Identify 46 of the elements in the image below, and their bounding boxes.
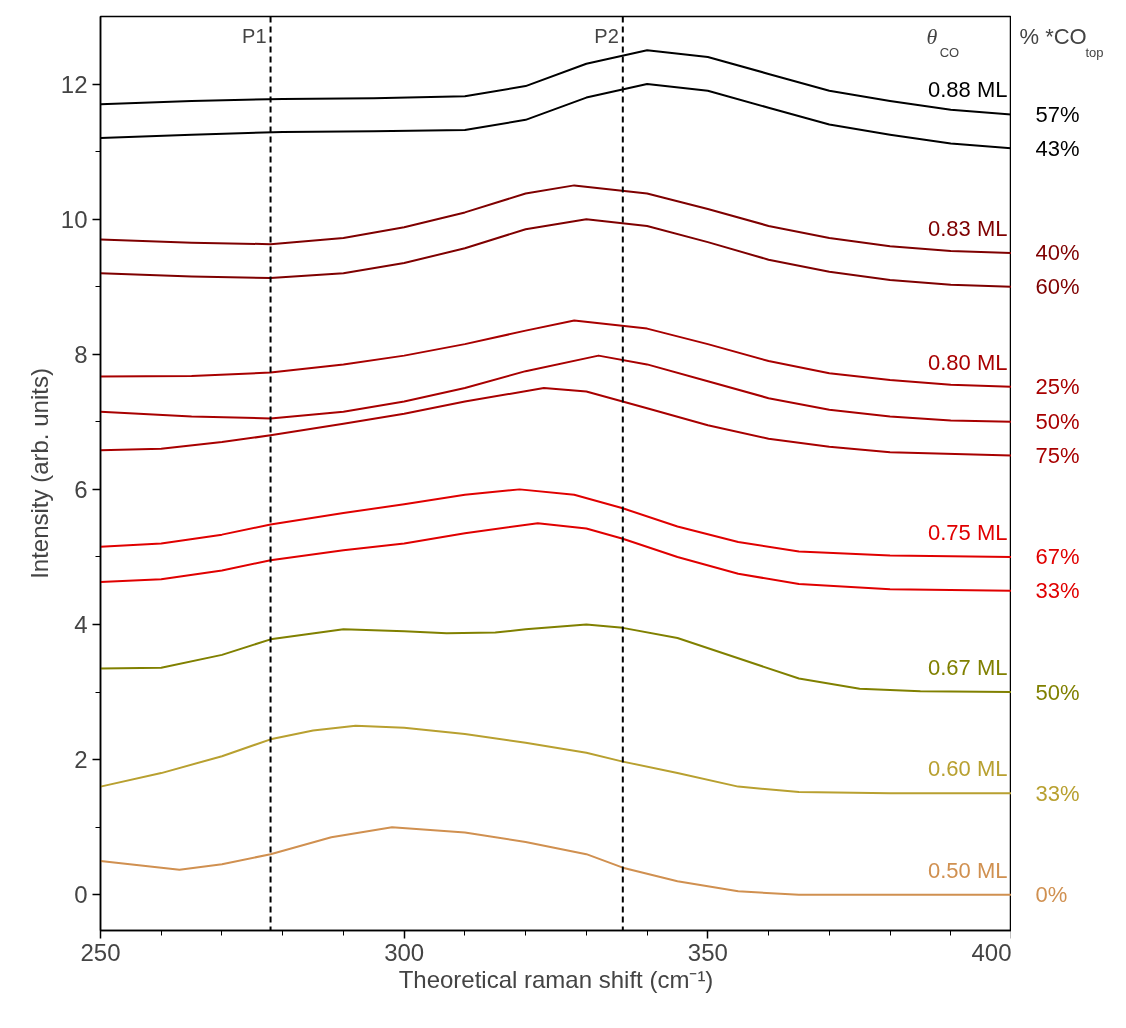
series-label: 33% — [1035, 578, 1080, 604]
series-label: 57% — [1035, 101, 1080, 127]
annotation: 0.60 ML — [928, 756, 1008, 782]
series-label: 33% — [1035, 780, 1080, 806]
series-label: 60% — [1035, 274, 1080, 300]
y-tick-label: 12 — [60, 70, 88, 98]
x-tick-label: 350 — [687, 938, 728, 966]
line-series — [100, 522, 1011, 592]
y-tick-label: 0 — [74, 881, 88, 909]
line-series — [100, 354, 1011, 423]
ref-line-label: P2 — [594, 24, 619, 47]
annotation: 0.67 ML — [928, 655, 1008, 681]
series-label: 75% — [1035, 443, 1080, 469]
annotation: 0.80 ML — [928, 349, 1008, 375]
annotation: 0.75 ML — [928, 519, 1008, 545]
ref-line-label: P1 — [242, 24, 267, 47]
y-tick-label: 4 — [74, 610, 88, 638]
series-label: 67% — [1035, 544, 1080, 570]
annotation: θCO — [926, 24, 960, 60]
line-series — [100, 184, 1011, 254]
line-series — [100, 826, 1011, 896]
annotation: 0.83 ML — [928, 215, 1008, 241]
y-tick-label: 8 — [74, 340, 88, 368]
x-tick-label: 250 — [80, 938, 121, 966]
line-series — [100, 218, 1011, 288]
line-series — [100, 724, 1011, 795]
series-label: 25% — [1035, 374, 1080, 400]
line-series — [100, 623, 1011, 694]
series-label: 43% — [1035, 135, 1080, 161]
y-axis-title: Intensity (arb. units) — [25, 368, 53, 579]
y-tick-label: 2 — [74, 746, 88, 774]
text: % *COtop — [1019, 24, 1104, 60]
annotation: 0.88 ML — [928, 77, 1008, 103]
series-label: 50% — [1035, 679, 1080, 705]
line-series — [100, 387, 1011, 457]
x-tick-label: 300 — [384, 938, 425, 966]
y-tick-label: 10 — [60, 205, 88, 233]
series-label: 0% — [1035, 882, 1068, 908]
series-label: 40% — [1035, 240, 1080, 266]
x-tick-label: 400 — [971, 938, 1012, 966]
annotation: 0.50 ML — [928, 857, 1008, 883]
y-tick-label: 6 — [74, 475, 88, 503]
line-series — [100, 488, 1011, 558]
line-series — [100, 319, 1011, 388]
series-label: 50% — [1035, 409, 1080, 435]
x-axis-title: Theoretical raman shift (cm⁻¹) — [398, 965, 714, 993]
